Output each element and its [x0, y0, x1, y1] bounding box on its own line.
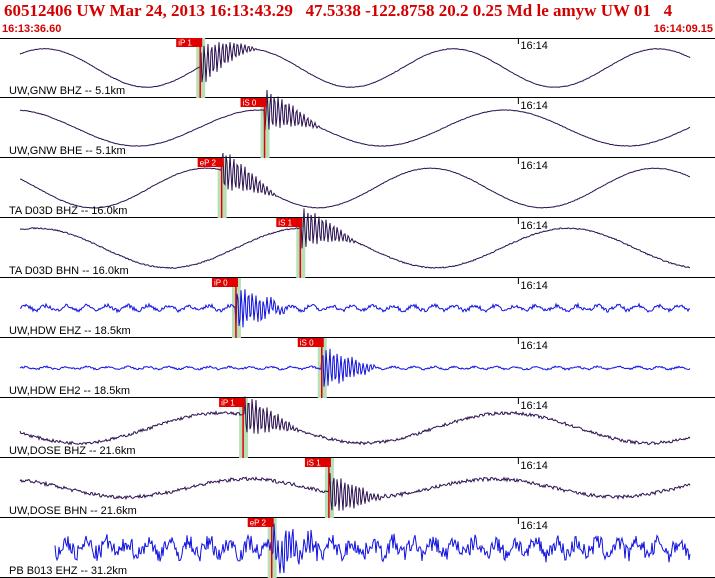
time-tick-label: 16:14	[520, 160, 548, 172]
pick-label: iS 1	[278, 219, 292, 228]
time-tick-label: 16:14	[520, 340, 548, 352]
pick-flag[interactable]	[219, 398, 246, 407]
seismogram-trace	[19, 42, 691, 89]
pick-label: iS 0	[243, 99, 257, 108]
seismogram-trace	[20, 289, 691, 328]
seismogram-trace	[19, 208, 691, 269]
pick-flag[interactable]	[297, 338, 324, 347]
pick-label: eP 2	[250, 519, 267, 528]
pick-flag[interactable]	[304, 458, 331, 467]
seismogram-trace	[19, 473, 691, 511]
pick-label: eP 2	[200, 159, 217, 168]
time-tick-label: 16:14	[520, 460, 548, 472]
time-tick-label: 16:14	[520, 40, 548, 52]
pick-flag[interactable]	[197, 158, 224, 167]
channel-label: UW,GNW BHZ -- 5.1km	[9, 85, 125, 97]
pick-label: iP 1	[221, 399, 235, 408]
pick-label: iS 1	[307, 459, 321, 468]
channel-label: TA D03D BHZ -- 16.0km	[9, 205, 127, 217]
time-tick-label: 16:14	[520, 400, 548, 412]
pick-flag[interactable]	[247, 518, 274, 527]
seismogram-panel[interactable]: iP 1 16:14 UW,GNW BHZ -- 5.1km iS 0 16:14 UW,…	[0, 38, 715, 578]
pick-flag[interactable]	[176, 38, 203, 47]
window-end-time: 16:14:09.15	[653, 23, 713, 35]
pick-label: iP 0	[214, 279, 228, 288]
channel-label: PB B013 EHZ -- 31.2km	[9, 565, 127, 577]
pick-label: iP 1	[178, 39, 192, 48]
channel-label: UW,DOSE BHZ -- 21.6km	[9, 445, 136, 457]
time-tick-label: 16:14	[520, 520, 548, 532]
pick-flag[interactable]	[240, 98, 267, 107]
seismogram-trace	[19, 348, 691, 387]
channel-label: UW,DOSE BHN -- 21.6km	[9, 505, 137, 517]
seismogram-trace	[54, 523, 691, 574]
pick-label: iS 0	[300, 339, 314, 348]
channel-label: UW,HDW EH2 -- 18.5km	[9, 385, 130, 397]
time-tick-label: 16:14	[520, 220, 548, 232]
channel-label: UW,GNW BHE -- 5.1km	[9, 145, 126, 157]
seismogram-trace	[19, 396, 691, 446]
channel-label: UW,HDW EHZ -- 18.5km	[9, 325, 131, 337]
time-tick-label: 16:14	[520, 280, 548, 292]
event-title: 60512406 UW Mar 24, 2013 16:13:43.29 47.…	[4, 1, 673, 20]
pick-flag[interactable]	[276, 218, 303, 227]
seismogram-trace	[20, 152, 691, 209]
channel-label: TA D03D BHN -- 16.0km	[9, 265, 129, 277]
event-header: 60512406 UW Mar 24, 2013 16:13:43.29 47.…	[0, 0, 715, 39]
seismogram-trace	[19, 89, 691, 147]
window-start-time: 16:13:36.60	[2, 23, 62, 35]
pick-flag[interactable]	[211, 278, 238, 287]
time-tick-label: 16:14	[520, 100, 548, 112]
